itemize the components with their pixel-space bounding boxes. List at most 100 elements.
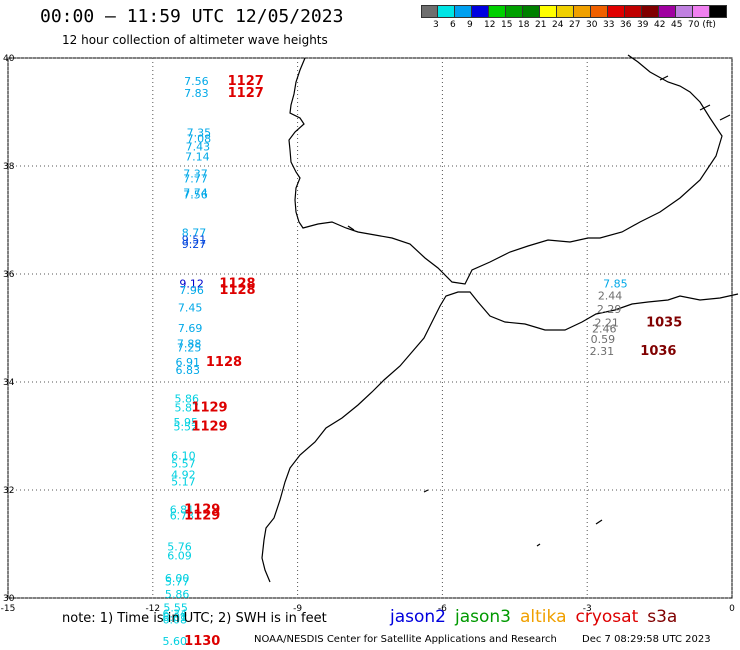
wave-height-label: 5.77 bbox=[165, 575, 190, 588]
colorbar-swatch bbox=[540, 5, 557, 18]
timestamp-text: Dec 7 08:29:58 UTC 2023 bbox=[582, 634, 711, 645]
observation-labels: 7.567.837.357.087.437.147.377.777.747.56… bbox=[162, 74, 682, 649]
colorbar-label: 33 bbox=[603, 20, 615, 30]
colorbar-label: 27 bbox=[569, 20, 581, 30]
footnote: note: 1) Time is in UTC; 2) SWH is in fe… bbox=[62, 611, 327, 626]
satellite-legend-item: altika bbox=[520, 607, 567, 627]
lat-lon-grid bbox=[7, 57, 733, 599]
colorbar-label: 39 bbox=[637, 20, 649, 30]
y-tick-label: 30 bbox=[3, 594, 15, 604]
colorbar-label: 18 bbox=[518, 20, 530, 30]
satellite-legend-item: jason3 bbox=[455, 607, 511, 627]
wave-height-label: 6.83 bbox=[175, 364, 200, 377]
africa-coast bbox=[261, 291, 739, 583]
colorbar-label: 21 bbox=[535, 20, 547, 30]
x-tick-label: -12 bbox=[145, 604, 160, 614]
colorbar-swatch bbox=[489, 5, 506, 18]
pass-time-label: 1129 bbox=[184, 508, 220, 523]
colorbar-swatch bbox=[523, 5, 540, 18]
pass-time-label: 1128 bbox=[206, 355, 242, 370]
y-tick-label: 36 bbox=[3, 270, 15, 280]
wave-height-label: 7.85 bbox=[603, 278, 628, 291]
colorbar-label: 9 bbox=[467, 20, 473, 30]
colorbar-swatch bbox=[693, 5, 710, 18]
wave-height-label: 7.69 bbox=[178, 322, 203, 335]
wave-height-label: 7.43 bbox=[186, 141, 211, 154]
colorbar-swatch bbox=[574, 5, 591, 18]
pass-time-label: 1036 bbox=[640, 344, 676, 359]
colorbar-legend bbox=[421, 5, 727, 18]
wave-height-label: 7.74 bbox=[183, 186, 208, 199]
x-tick-label: -15 bbox=[1, 604, 16, 614]
map-title: 00:00 – 11:59 UTC 12/05/2023 bbox=[40, 6, 344, 27]
wave-height-label: 7.96 bbox=[179, 284, 204, 297]
credit-text: NOAA/NESDIS Center for Satellite Applica… bbox=[254, 634, 557, 645]
colorbar-swatch bbox=[455, 5, 472, 18]
colorbar-swatch bbox=[421, 5, 438, 18]
wave-height-label: 5.60 bbox=[162, 635, 187, 648]
y-tick-label: 38 bbox=[3, 162, 15, 172]
colorbar-swatch bbox=[625, 5, 642, 18]
wave-height-label: 6.10 bbox=[171, 449, 196, 462]
axis-tick-labels: -15 -12 -9 -6 -3 0 40 38 36 34 32 30 bbox=[1, 54, 735, 614]
small-island-2 bbox=[536, 543, 541, 547]
pass-time-label: 1129 bbox=[191, 400, 227, 415]
small-island-1 bbox=[595, 519, 603, 525]
wave-height-label: 5.95 bbox=[174, 416, 199, 429]
wave-height-label: 6.73 bbox=[170, 509, 195, 522]
wave-height-label: 2.29 bbox=[597, 303, 622, 316]
colorbar-label: 15 bbox=[501, 20, 513, 30]
wave-height-label: 6.01 bbox=[162, 611, 187, 624]
colorbar-label: 70 (ft) bbox=[688, 20, 716, 30]
colorbar-label: 42 bbox=[654, 20, 666, 30]
wave-height-label: 7.37 bbox=[183, 168, 208, 181]
wave-height-label: 6.81 bbox=[170, 503, 195, 516]
wave-height-label: 5.55 bbox=[163, 602, 188, 615]
map-frame bbox=[7, 57, 733, 599]
wave-height-label: 7.77 bbox=[183, 172, 208, 185]
wave-height-label: 5.86 bbox=[165, 588, 190, 601]
pass-time-label: 1127 bbox=[228, 86, 264, 101]
wave-height-label: 6.91 bbox=[175, 356, 200, 369]
wave-height-label: 5.87 bbox=[175, 401, 200, 414]
colorbar-swatch bbox=[591, 5, 608, 18]
colorbar-swatch bbox=[438, 5, 455, 18]
colorbar-swatch bbox=[676, 5, 693, 18]
wave-height-label: 7.35 bbox=[187, 127, 212, 140]
small-island-4 bbox=[347, 225, 355, 231]
coastline bbox=[261, 54, 739, 583]
wave-height-label: 0.59 bbox=[591, 333, 616, 346]
pass-time-label: 1130 bbox=[184, 634, 220, 649]
colorbar-swatch bbox=[659, 5, 676, 18]
colorbar-swatch bbox=[642, 5, 659, 18]
y-tick-label: 32 bbox=[3, 486, 14, 496]
wave-height-label: 7.14 bbox=[185, 150, 210, 163]
x-tick-label: -9 bbox=[293, 604, 302, 614]
wave-height-label: 9.27 bbox=[182, 238, 207, 251]
colorbar-swatch bbox=[557, 5, 574, 18]
wave-height-label: 5.52 bbox=[174, 420, 199, 433]
wave-height-label: 6.34 bbox=[162, 608, 187, 621]
colorbar-label: 24 bbox=[552, 20, 564, 30]
colorbar-label: 36 bbox=[620, 20, 632, 30]
small-island-3 bbox=[423, 489, 429, 493]
colorbar-label: 45 bbox=[671, 20, 683, 30]
wave-height-label: 6.08 bbox=[162, 614, 187, 627]
wave-height-label: 5.57 bbox=[171, 458, 196, 471]
wave-height-label: 5.86 bbox=[175, 393, 200, 406]
x-tick-label: 0 bbox=[729, 604, 735, 614]
iberia-west-coast bbox=[288, 54, 723, 285]
colorbar-label: 6 bbox=[450, 20, 456, 30]
wave-height-label: 7.08 bbox=[187, 132, 212, 145]
colorbar-labels: 3 6 9 12 15 18 21 24 27 30 33 36 39 42 45 70 (ft) bbox=[421, 20, 740, 34]
wave-height-label: 9.12 bbox=[179, 278, 204, 291]
wave-height-label: 2.46 bbox=[592, 323, 617, 336]
wave-height-label: 2.21 bbox=[594, 317, 619, 330]
wave-height-label: 8.77 bbox=[182, 226, 207, 239]
satellite-legend: jason2 jason3 altika cryosat s3a bbox=[390, 607, 686, 627]
wave-height-label: 5.76 bbox=[167, 541, 192, 554]
satellite-legend-item: jason2 bbox=[390, 607, 446, 627]
y-tick-label: 40 bbox=[3, 54, 15, 64]
colorbar-label: 3 bbox=[433, 20, 439, 30]
